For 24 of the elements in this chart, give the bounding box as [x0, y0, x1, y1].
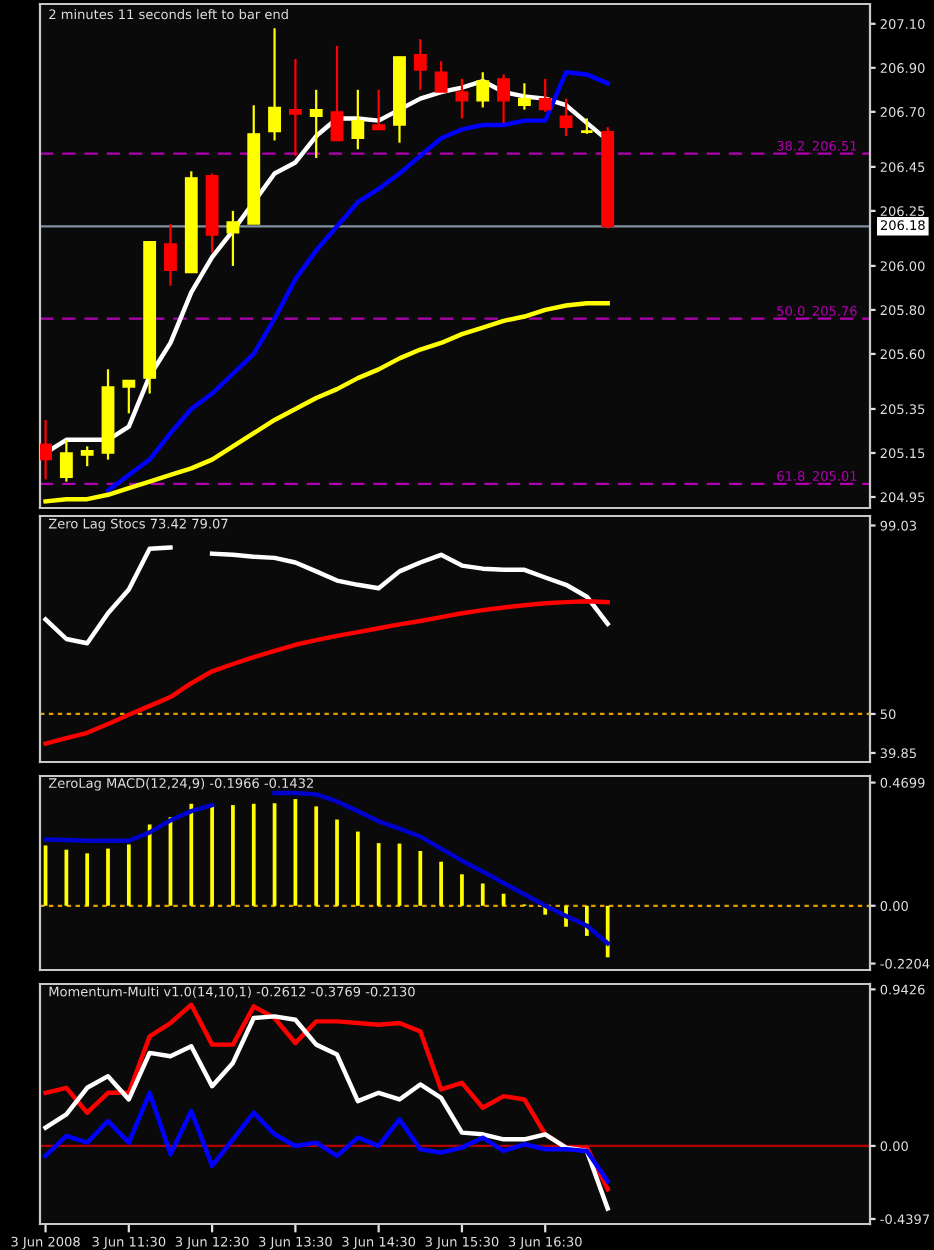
candlestick — [413, 38, 427, 91]
candlestick — [40, 418, 52, 481]
candlestick — [309, 88, 323, 160]
candlestick — [351, 88, 365, 151]
candlestick — [268, 27, 281, 142]
line-series — [43, 599, 610, 746]
candlestick — [517, 82, 531, 111]
candlestick — [330, 44, 344, 142]
candlestick — [434, 60, 448, 94]
candlestick — [455, 77, 469, 120]
line-series — [43, 1090, 610, 1184]
candlestick — [538, 77, 552, 113]
candlestick — [559, 97, 573, 138]
candlestick — [59, 438, 73, 483]
candlestick — [164, 222, 177, 287]
candlestick — [80, 445, 94, 468]
candlestick — [122, 379, 136, 415]
candlestick — [226, 209, 240, 268]
candlestick — [288, 57, 302, 157]
candlestick — [476, 71, 490, 109]
candlestick — [497, 73, 510, 124]
candlestick — [372, 88, 386, 131]
line-series — [105, 70, 610, 493]
line-series — [43, 301, 610, 504]
